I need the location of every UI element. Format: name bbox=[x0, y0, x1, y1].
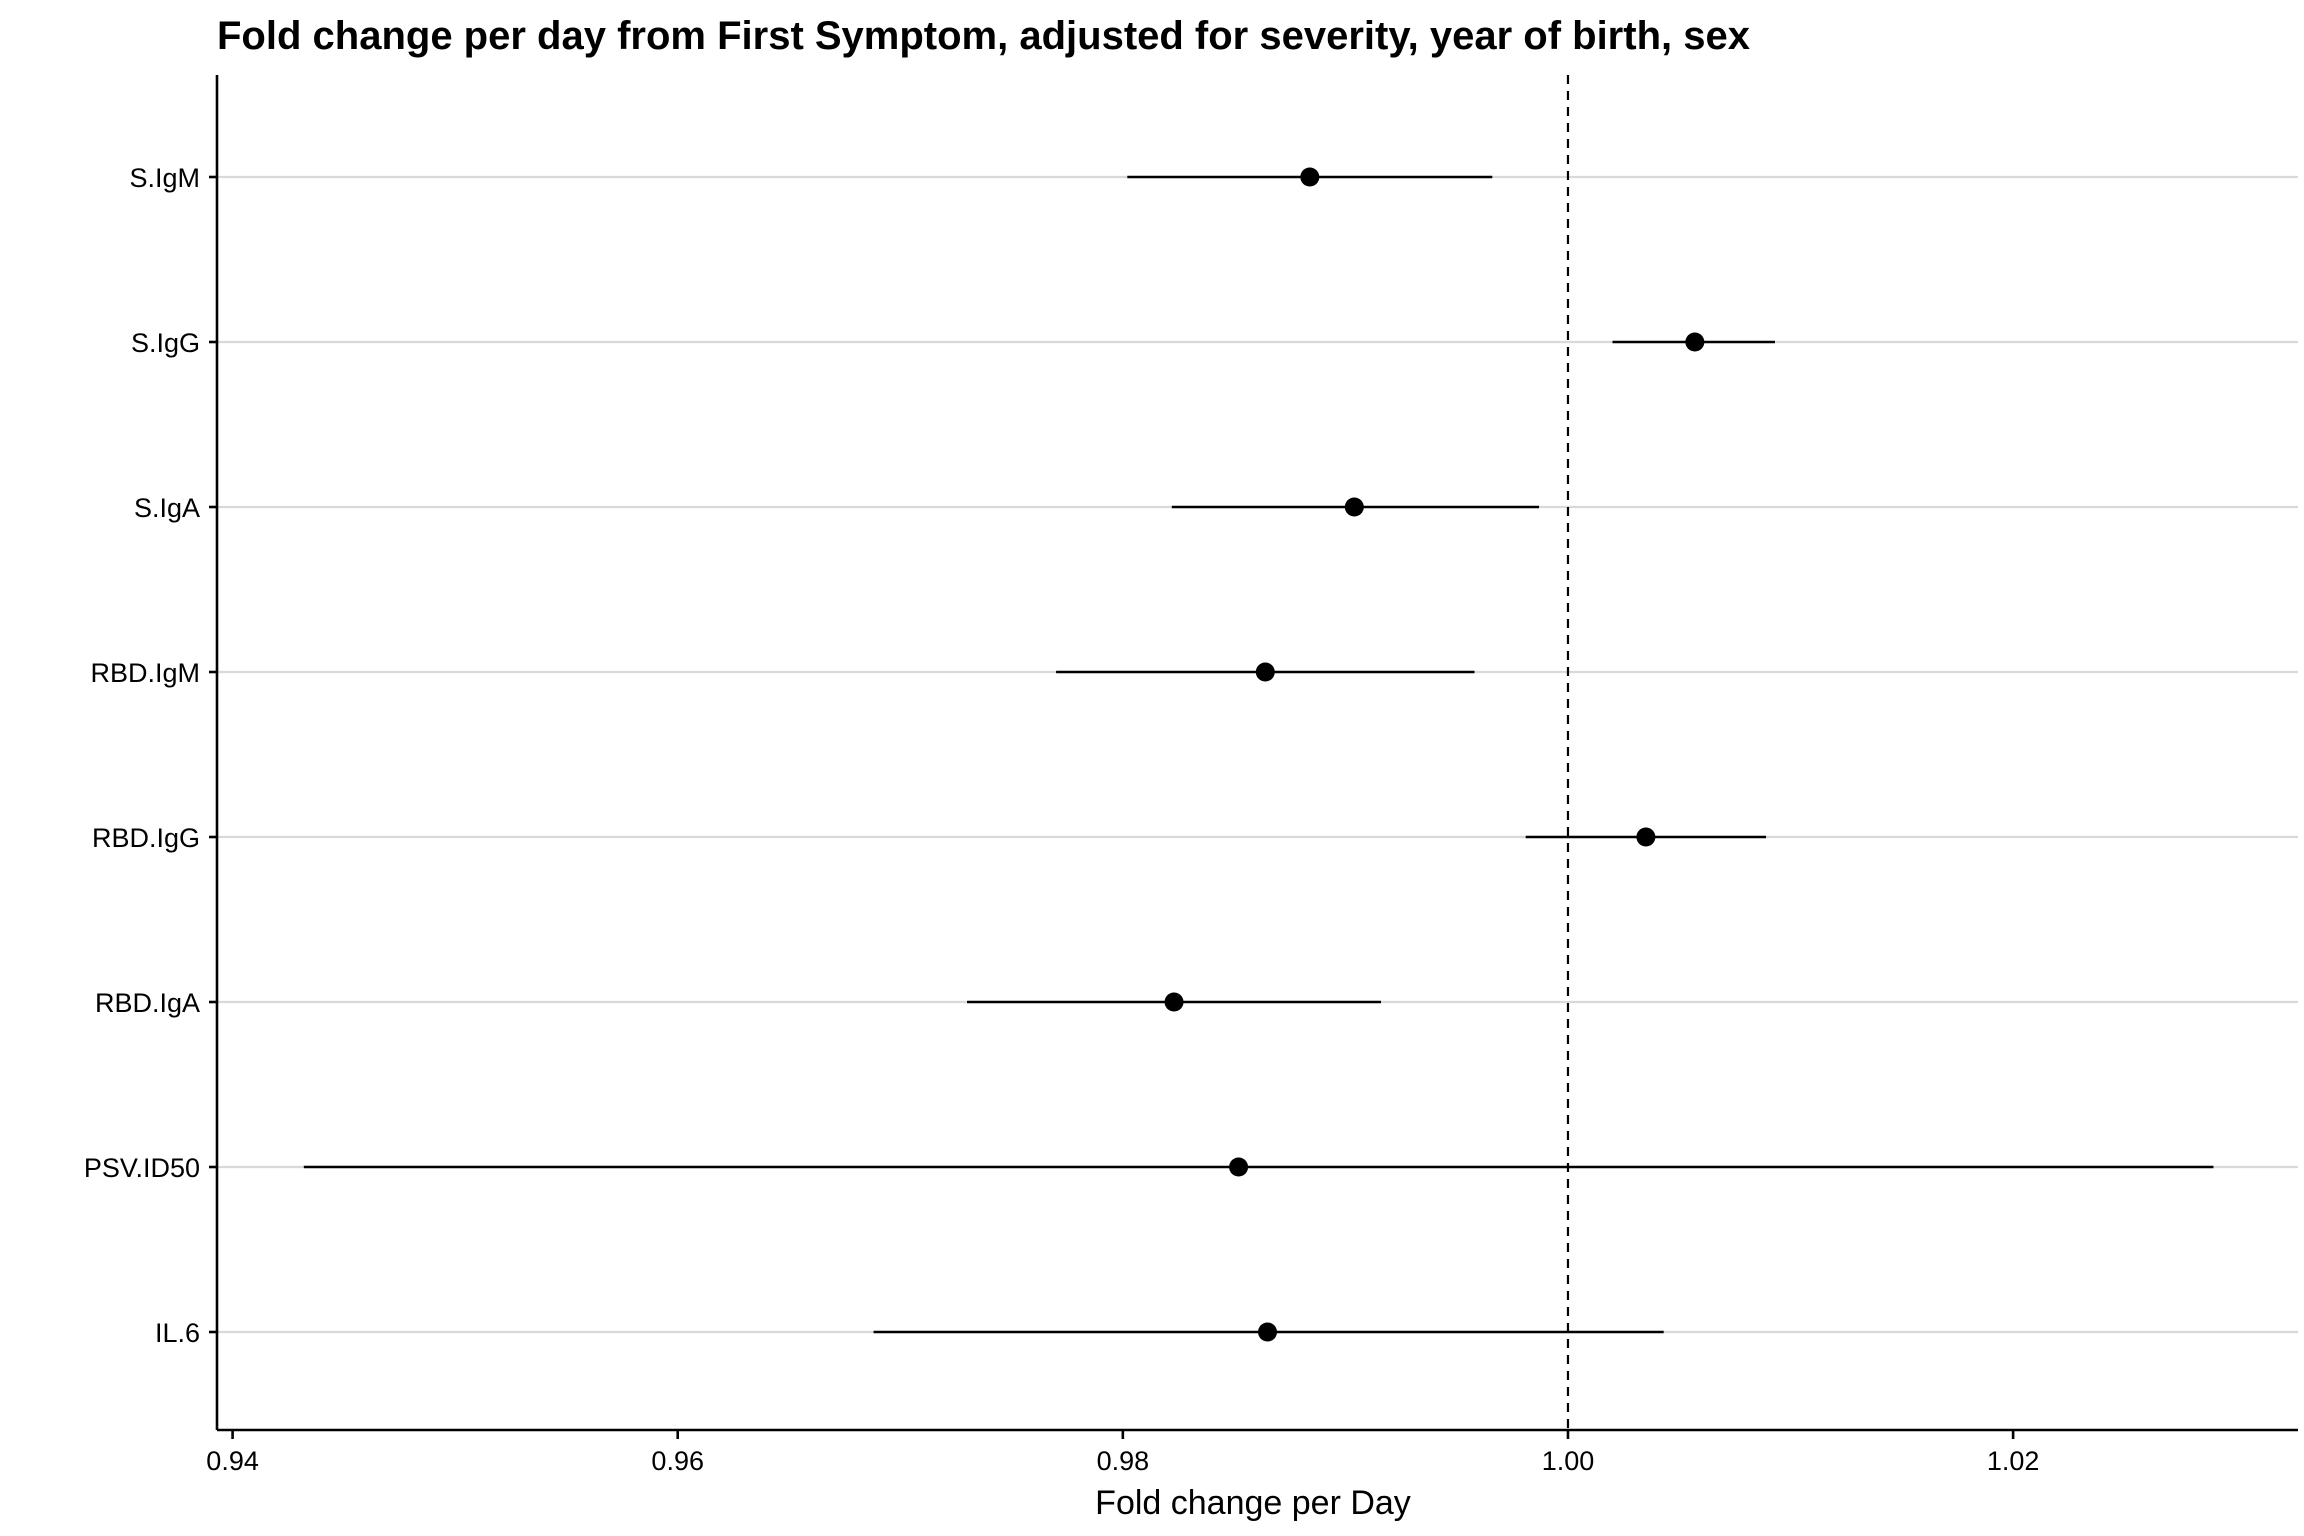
y-tick-label-s-igm: S.IgM bbox=[129, 163, 200, 193]
y-tick-labels: S.IgM S.IgG S.IgA RBD.IgM RBD.IgG RBD.IgA PSV.… bbox=[84, 163, 217, 1348]
y-tick-label-il-6: IL.6 bbox=[155, 1318, 200, 1348]
estimate-point-rbd-igm bbox=[1255, 662, 1275, 682]
x-ticks: 0.94 0.96 0.98 1.00 1.02 bbox=[206, 1430, 2039, 1476]
estimate-point-psv-id50 bbox=[1229, 1157, 1249, 1177]
x-tick-label: 1.00 bbox=[1542, 1446, 1595, 1476]
estimate-point-s-igm bbox=[1300, 167, 1320, 187]
y-tick-label-s-iga: S.IgA bbox=[134, 493, 200, 523]
estimate-point-s-igg bbox=[1685, 332, 1705, 352]
axes bbox=[215, 75, 2298, 1432]
x-axis-label: Fold change per Day bbox=[1095, 1484, 1411, 1522]
gridlines bbox=[217, 175, 2298, 1334]
y-tick-label-s-igg: S.IgG bbox=[131, 328, 200, 358]
y-tick-label-rbd-igg: RBD.IgG bbox=[92, 823, 200, 853]
y-tick-label-rbd-iga: RBD.IgA bbox=[95, 988, 200, 1018]
estimate-point-rbd-igg bbox=[1636, 827, 1656, 847]
y-tick-label-rbd-igm: RBD.IgM bbox=[90, 658, 200, 688]
y-tick-label-psv-id50: PSV.ID50 bbox=[84, 1153, 200, 1183]
x-tick-label: 1.02 bbox=[1987, 1446, 2040, 1476]
data-marks bbox=[303, 167, 2214, 1342]
estimate-point-il-6 bbox=[1258, 1322, 1278, 1342]
x-tick-label: 0.98 bbox=[1097, 1446, 1150, 1476]
x-tick-label: 0.94 bbox=[206, 1446, 259, 1476]
chart-title: Fold change per day from First Symptom, … bbox=[217, 14, 1750, 58]
estimate-point-s-iga bbox=[1344, 497, 1364, 517]
estimate-point-rbd-iga bbox=[1164, 992, 1184, 1012]
x-tick-label: 0.96 bbox=[651, 1446, 704, 1476]
